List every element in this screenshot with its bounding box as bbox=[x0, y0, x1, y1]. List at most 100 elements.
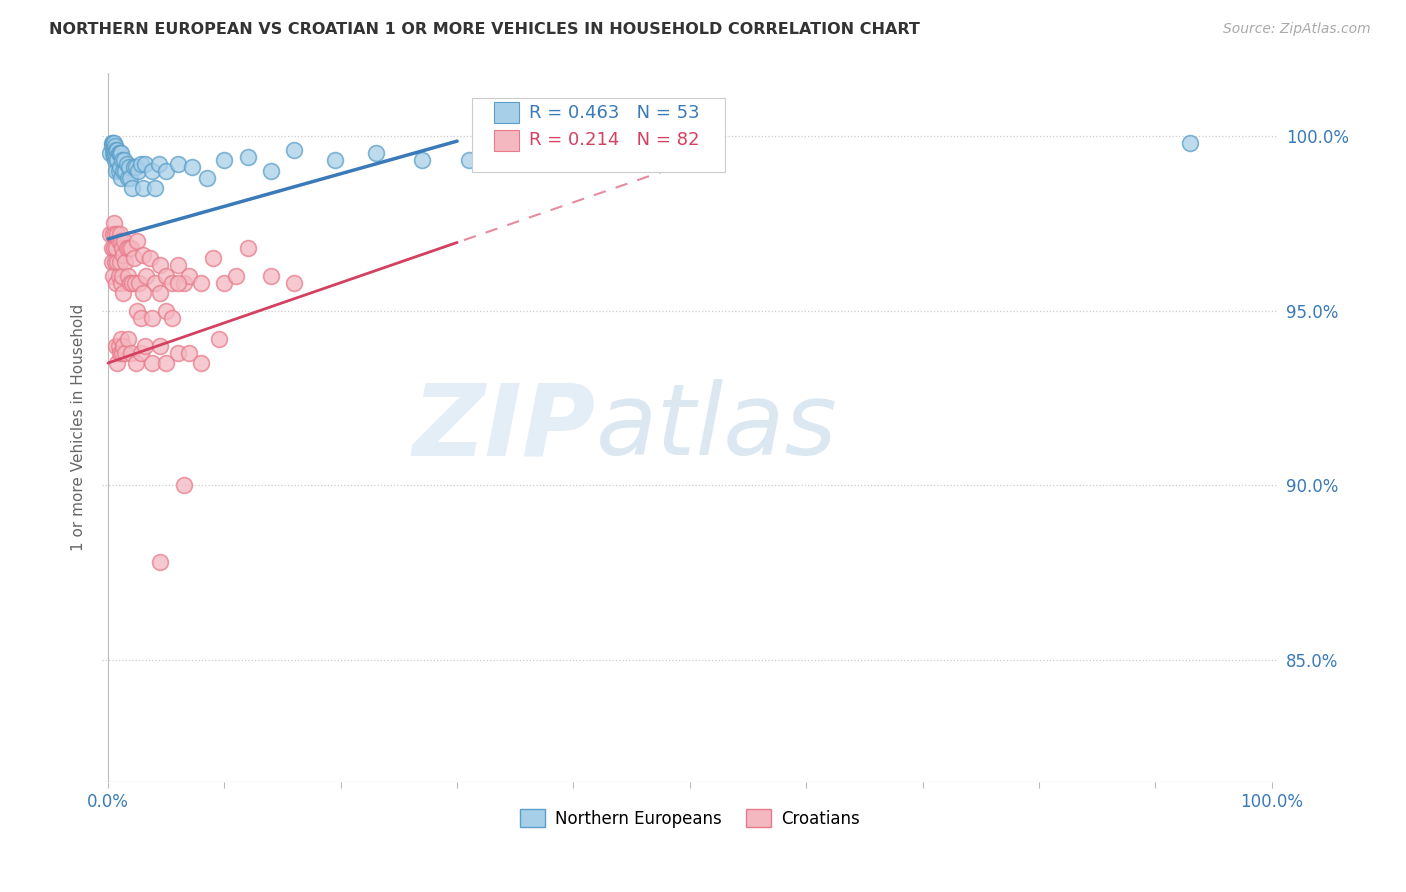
Point bbox=[117, 170, 139, 185]
Point bbox=[155, 356, 177, 370]
Point bbox=[283, 143, 305, 157]
Point bbox=[149, 286, 172, 301]
Point bbox=[117, 332, 139, 346]
FancyBboxPatch shape bbox=[472, 98, 725, 172]
Point bbox=[112, 153, 135, 168]
Point bbox=[105, 153, 128, 168]
Point bbox=[236, 241, 259, 255]
Point bbox=[120, 276, 142, 290]
Point bbox=[127, 234, 149, 248]
Point bbox=[127, 164, 149, 178]
Point bbox=[323, 153, 346, 168]
Point bbox=[190, 276, 212, 290]
Point bbox=[124, 276, 146, 290]
Point bbox=[125, 161, 148, 175]
Point bbox=[155, 164, 177, 178]
Point bbox=[121, 181, 143, 195]
Point bbox=[129, 345, 152, 359]
Point bbox=[160, 310, 183, 325]
Point bbox=[127, 303, 149, 318]
Point bbox=[122, 161, 145, 175]
Point bbox=[129, 157, 152, 171]
Point bbox=[103, 241, 125, 255]
Point bbox=[155, 303, 177, 318]
Point bbox=[149, 338, 172, 352]
Point bbox=[105, 276, 128, 290]
Point bbox=[118, 161, 141, 175]
Y-axis label: 1 or more Vehicles in Household: 1 or more Vehicles in Household bbox=[72, 304, 86, 551]
Point bbox=[260, 164, 283, 178]
Point bbox=[134, 157, 156, 171]
Point bbox=[104, 139, 127, 153]
Point bbox=[104, 254, 127, 268]
Point bbox=[457, 153, 479, 168]
Point bbox=[110, 146, 132, 161]
Point bbox=[112, 234, 135, 248]
Point bbox=[101, 268, 124, 283]
Point bbox=[122, 251, 145, 265]
Point bbox=[105, 164, 128, 178]
Point bbox=[107, 338, 129, 352]
Point bbox=[260, 268, 283, 283]
Point bbox=[107, 234, 129, 248]
Point bbox=[190, 356, 212, 370]
Point bbox=[214, 153, 236, 168]
Point bbox=[121, 276, 143, 290]
Point bbox=[207, 332, 229, 346]
Point bbox=[103, 150, 125, 164]
Text: Source: ZipAtlas.com: Source: ZipAtlas.com bbox=[1223, 22, 1371, 37]
Point bbox=[115, 241, 138, 255]
Point bbox=[173, 478, 195, 492]
Point bbox=[135, 268, 157, 283]
Point bbox=[107, 164, 129, 178]
Text: NORTHERN EUROPEAN VS CROATIAN 1 OR MORE VEHICLES IN HOUSEHOLD CORRELATION CHART: NORTHERN EUROPEAN VS CROATIAN 1 OR MORE … bbox=[49, 22, 920, 37]
Point bbox=[132, 181, 155, 195]
Point bbox=[166, 276, 188, 290]
Point bbox=[110, 234, 132, 248]
Point bbox=[108, 146, 131, 161]
Point bbox=[105, 143, 128, 157]
Point bbox=[100, 136, 122, 150]
Point bbox=[110, 170, 132, 185]
Point bbox=[101, 227, 124, 241]
Point bbox=[149, 258, 172, 272]
Point bbox=[195, 170, 218, 185]
Point bbox=[112, 338, 135, 352]
Point bbox=[160, 276, 183, 290]
Point bbox=[103, 136, 125, 150]
Point bbox=[105, 356, 128, 370]
Point bbox=[108, 161, 131, 175]
Point bbox=[1180, 136, 1202, 150]
Text: R = 0.214   N = 82: R = 0.214 N = 82 bbox=[529, 131, 699, 149]
Point bbox=[100, 241, 122, 255]
Point bbox=[105, 150, 128, 164]
Point bbox=[225, 268, 247, 283]
Point bbox=[283, 276, 305, 290]
Point bbox=[114, 164, 136, 178]
Point bbox=[111, 345, 134, 359]
Point bbox=[103, 216, 125, 230]
Point bbox=[105, 143, 128, 157]
Point bbox=[108, 227, 131, 241]
Point bbox=[120, 345, 142, 359]
Text: atlas: atlas bbox=[596, 379, 838, 476]
Point bbox=[103, 143, 125, 157]
FancyBboxPatch shape bbox=[494, 129, 519, 151]
Text: ZIP: ZIP bbox=[413, 379, 596, 476]
Point bbox=[201, 251, 224, 265]
Point bbox=[107, 268, 129, 283]
Point bbox=[179, 268, 201, 283]
Point bbox=[166, 345, 188, 359]
Point bbox=[166, 157, 188, 171]
Point bbox=[105, 338, 128, 352]
Point bbox=[98, 146, 121, 161]
Point bbox=[141, 310, 163, 325]
Point bbox=[120, 170, 142, 185]
Point bbox=[98, 227, 121, 241]
Point bbox=[118, 241, 141, 255]
Point bbox=[111, 268, 134, 283]
Point bbox=[411, 153, 433, 168]
Point bbox=[108, 254, 131, 268]
Point bbox=[143, 181, 166, 195]
Legend: Northern Europeans, Croatians: Northern Europeans, Croatians bbox=[513, 803, 866, 834]
